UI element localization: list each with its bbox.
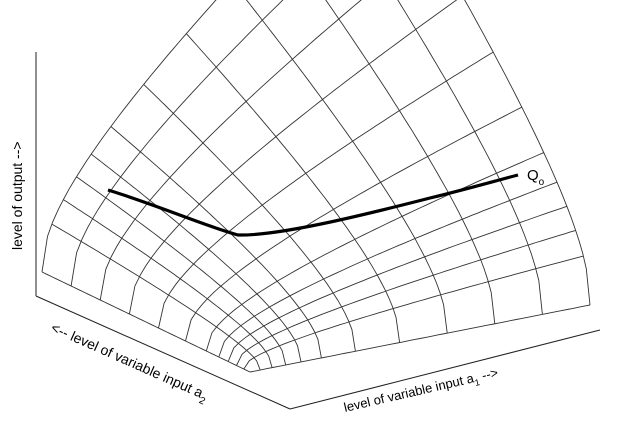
mesh-line-a1-direction xyxy=(99,0,362,301)
x-axis-label-text: level of variable input a xyxy=(342,370,476,415)
mesh-line-a2-direction xyxy=(76,176,287,366)
mesh-line-a2-direction xyxy=(325,0,496,324)
mesh-line-a1-direction xyxy=(205,152,544,352)
mesh-line-a1-direction xyxy=(218,181,558,358)
right-floor-axis xyxy=(289,329,601,410)
z-axis-label-prefix: <-- xyxy=(49,319,75,342)
mesh-line-a1-direction xyxy=(227,205,568,362)
mesh-line-a2-direction xyxy=(90,153,302,362)
mesh-line-a2-direction xyxy=(143,84,356,352)
z-axis-label-text: level of variable input a xyxy=(68,328,206,401)
x-axis-label-suffix: --> xyxy=(477,365,500,384)
mesh-line-a1-direction xyxy=(185,106,523,342)
mesh-line-a2-direction xyxy=(41,271,251,373)
mesh-line-a1-direction xyxy=(158,51,494,329)
axes xyxy=(35,52,601,410)
x-axis-label-subscript: 1 xyxy=(474,377,481,388)
x-axis-label: level of variable input a1 --> xyxy=(342,365,500,418)
mesh-line-a2-direction xyxy=(245,0,448,334)
production-surface-mesh xyxy=(41,0,591,373)
mesh-line-a2-direction xyxy=(110,126,322,358)
mesh-line-a1-direction xyxy=(128,0,458,315)
mesh-line-a1-direction xyxy=(243,255,584,370)
isoquant-curve xyxy=(107,173,519,237)
left-floor-axis xyxy=(35,295,291,410)
z-axis-label-subscript: 2 xyxy=(197,395,207,407)
mesh-line-a2-direction xyxy=(464,0,591,306)
mesh-line-a1-direction xyxy=(41,0,217,273)
mesh-line-a1-direction xyxy=(70,0,284,287)
mesh-line-a1-direction xyxy=(249,304,591,373)
isoquant-label: Qo xyxy=(527,167,545,188)
mesh-line-a2-direction xyxy=(51,223,261,371)
mesh-line-a2-direction xyxy=(397,0,543,315)
y-axis-label: level of output --> xyxy=(9,141,25,250)
mesh-line-a2-direction xyxy=(63,199,273,368)
mesh-line-a1-direction xyxy=(236,229,576,366)
isoquant-label-main: Q xyxy=(527,167,539,184)
mesh-line-a2-direction xyxy=(185,33,401,343)
isoquant-label-subscript: o xyxy=(539,177,545,188)
